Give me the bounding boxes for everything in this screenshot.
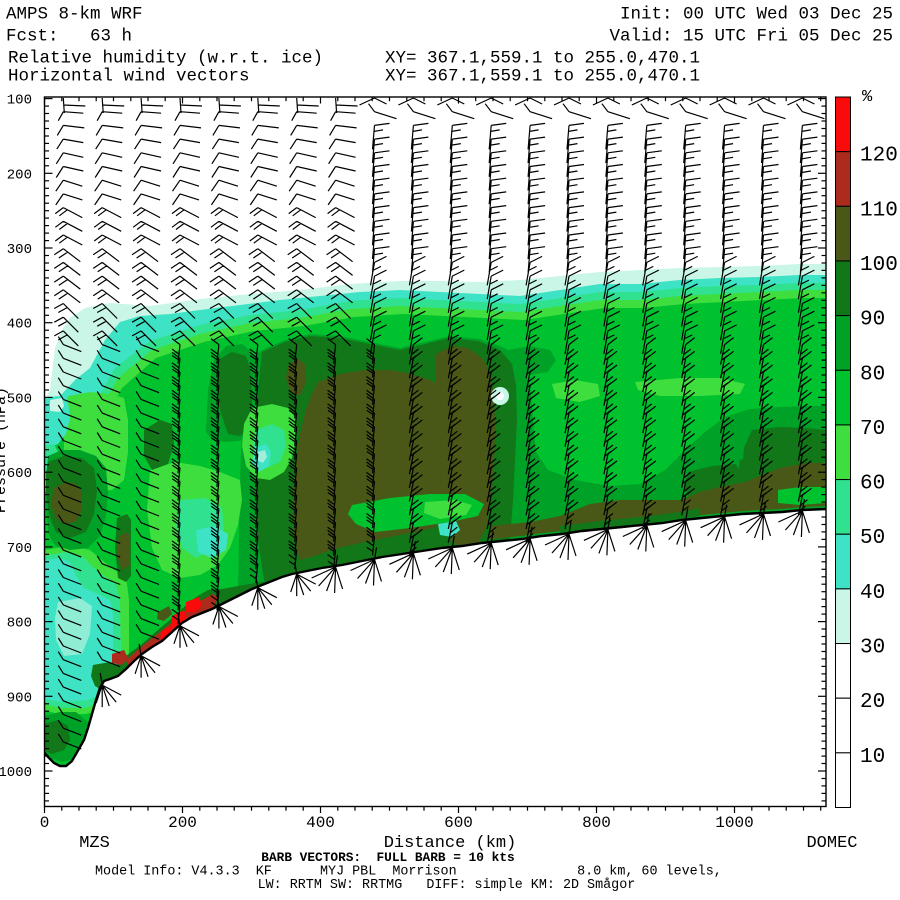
svg-text:LW: RRTM SW: RRTMG DIFF: sim: LW: RRTM SW: RRTMG DIFF: simple KM: 2D S… — [258, 878, 636, 893]
svg-text:300: 300 — [7, 242, 32, 258]
svg-text:Model Info: V4.3.3 KF MY: Model Info: V4.3.3 KF MYJ PBL Morrison 8… — [95, 865, 722, 880]
svg-text:120: 120 — [860, 145, 898, 168]
svg-text:100: 100 — [860, 254, 898, 277]
svg-text:1000: 1000 — [0, 765, 32, 781]
svg-text:Fcst: 63 h: Fcst: 63 h — [6, 27, 132, 47]
svg-text:110: 110 — [860, 199, 898, 222]
svg-text:600: 600 — [7, 466, 32, 482]
svg-text:10: 10 — [860, 746, 885, 769]
svg-text:20: 20 — [860, 691, 885, 714]
svg-text:1000: 1000 — [715, 814, 753, 832]
svg-text:30: 30 — [860, 637, 885, 660]
svg-text:500: 500 — [7, 391, 32, 407]
svg-text:AMPS 8-km WRF: AMPS 8-km WRF — [6, 5, 143, 25]
svg-text:BARB VECTORS: FULL BARB = 10: BARB VECTORS: FULL BARB = 10 kts — [261, 850, 514, 865]
svg-text:800: 800 — [7, 616, 32, 632]
svg-text:Relative humidity (w.r.t. ice): Relative humidity (w.r.t. ice) — [8, 49, 323, 69]
svg-text:50: 50 — [860, 527, 885, 550]
svg-text:XY= 367.1,559.1 to 255.0,470.1: XY= 367.1,559.1 to 255.0,470.1 — [385, 67, 700, 87]
svg-text:70: 70 — [860, 418, 885, 441]
svg-text:90: 90 — [860, 309, 885, 332]
svg-text:DOMEC: DOMEC — [806, 834, 857, 853]
svg-text:Init: 00 UTC Wed 03 Dec 25: Init: 00 UTC Wed 03 Dec 25 — [620, 5, 893, 25]
svg-text:Valid: 15 UTC Fri 05 Dec 25: Valid: 15 UTC Fri 05 Dec 25 — [609, 27, 893, 47]
svg-text:XY= 367.1,559.1 to 255.0,470.1: XY= 367.1,559.1 to 255.0,470.1 — [385, 49, 700, 69]
svg-text:60: 60 — [860, 473, 885, 496]
svg-text:%: % — [862, 88, 873, 107]
svg-text:700: 700 — [7, 541, 32, 557]
svg-text:0: 0 — [40, 814, 50, 832]
svg-text:40: 40 — [860, 582, 885, 605]
svg-text:400: 400 — [7, 317, 32, 333]
svg-text:100: 100 — [7, 93, 32, 109]
svg-text:200: 200 — [7, 167, 32, 183]
svg-text:400: 400 — [306, 814, 335, 832]
svg-text:900: 900 — [7, 690, 32, 706]
svg-text:80: 80 — [860, 363, 885, 386]
svg-text:Distance (km): Distance (km) — [384, 834, 517, 853]
svg-text:MZS: MZS — [79, 834, 110, 853]
svg-text:600: 600 — [444, 814, 473, 832]
svg-text:Pressure (hPa): Pressure (hPa) — [0, 387, 10, 513]
svg-text:Horizontal wind vectors: Horizontal wind vectors — [8, 67, 250, 87]
svg-text:800: 800 — [582, 814, 611, 832]
svg-text:200: 200 — [168, 814, 197, 832]
